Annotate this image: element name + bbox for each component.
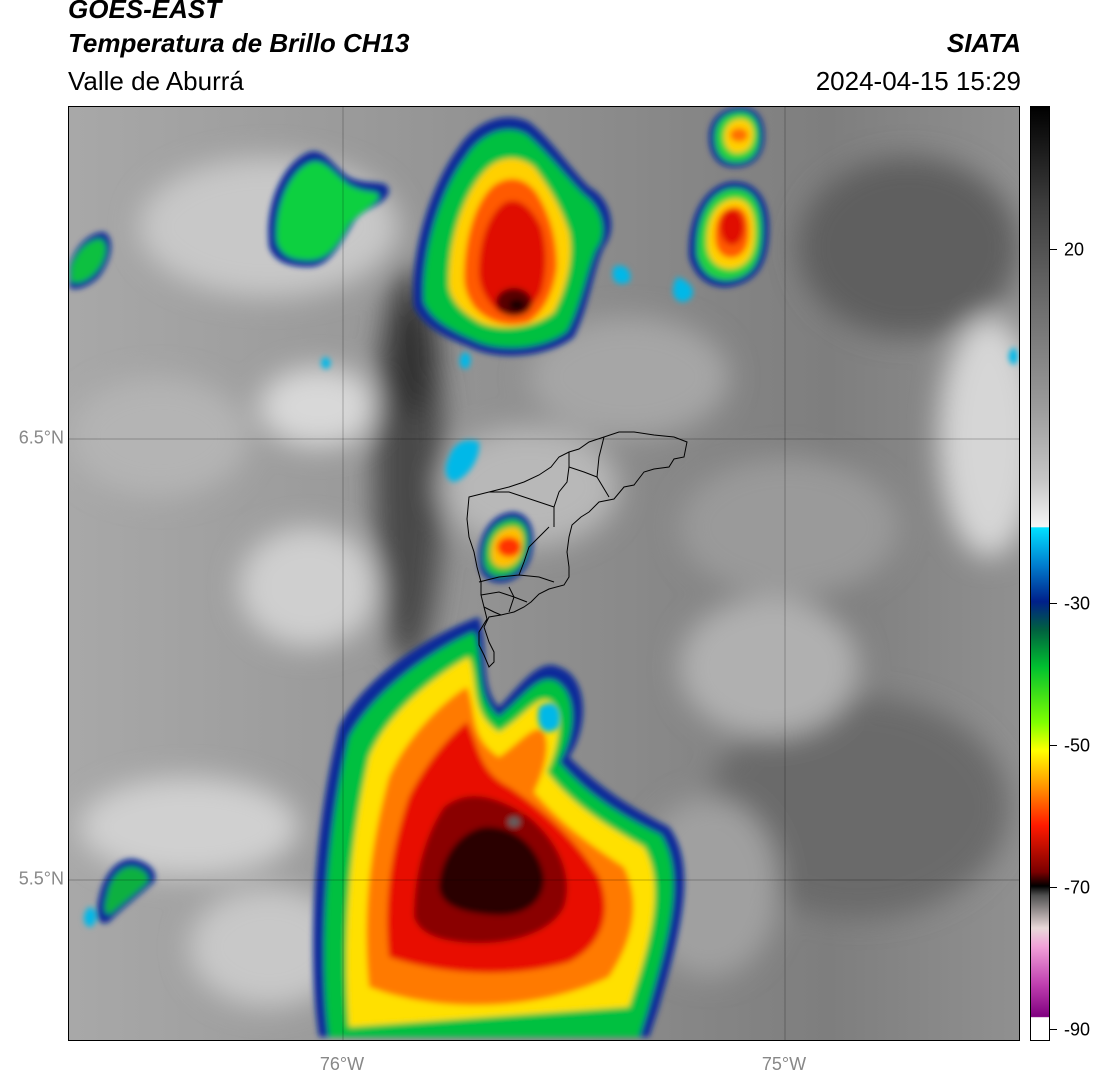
colorbar-tick-label: -90 — [1064, 1019, 1091, 1040]
brightness-temperature-map — [68, 106, 1020, 1041]
colorbar-tick — [1050, 603, 1057, 604]
satellite-image — [69, 107, 1019, 1040]
colorbar-tick-label: -70 — [1064, 877, 1091, 898]
product-title: Temperatura de Brillo CH13 — [68, 28, 410, 58]
lat-label-5-5: 5.5°N — [18, 868, 64, 889]
temperature-colorbar — [1030, 106, 1050, 1041]
lon-label-75: 75°W — [761, 1054, 807, 1074]
convective-cloud-north — [413, 117, 612, 356]
municipal-boundaries — [466, 431, 688, 668]
colorbar-tick — [1050, 745, 1057, 746]
colorbar-tick — [1050, 1029, 1057, 1030]
colorbar-tick-label: -30 — [1064, 593, 1091, 614]
satellite-name: GOES-EAST — [68, 0, 222, 24]
lat-label-6-5: 6.5°N — [18, 427, 64, 448]
gray-cloud-texture — [69, 157, 1019, 1007]
colorbar-tick — [1050, 887, 1057, 888]
organization-name: SIATA — [946, 28, 1021, 58]
map-gridlines — [69, 107, 1019, 1040]
convective-cloud-south — [313, 617, 685, 1037]
colorbar-tick — [1050, 249, 1057, 250]
colorbar-tick-label: 20 — [1064, 239, 1085, 260]
colorbar-tick-label: -50 — [1064, 735, 1091, 756]
lon-label-76: 76°W — [319, 1054, 365, 1074]
region-name: Valle de Aburrá — [68, 66, 244, 96]
image-timestamp: 2024-04-15 15:29 — [815, 66, 1021, 96]
convective-cloud-small — [69, 107, 1018, 927]
